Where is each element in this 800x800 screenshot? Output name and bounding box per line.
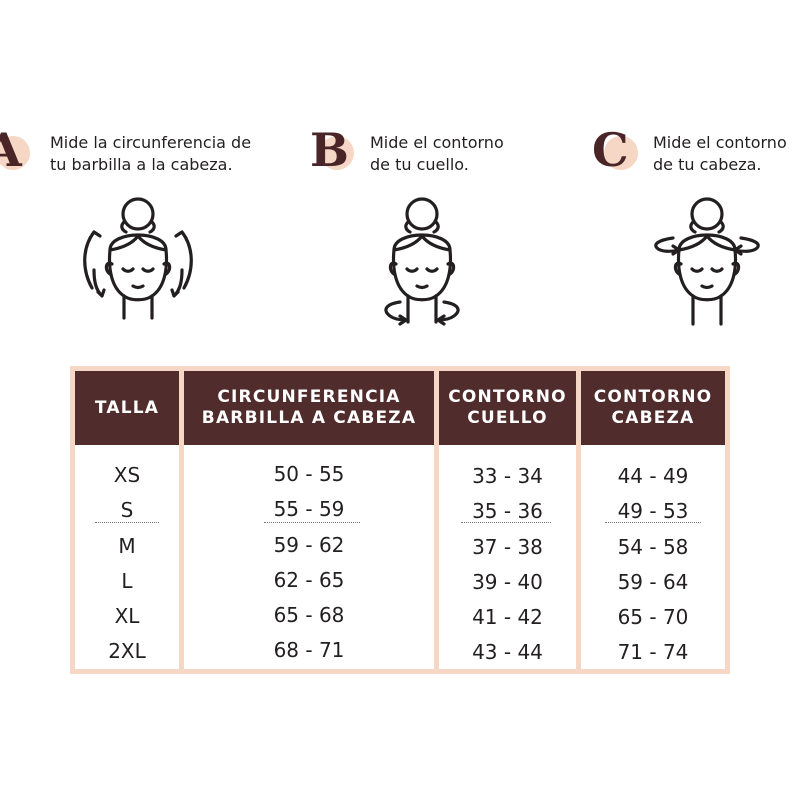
cell-neck: 35 - 36 xyxy=(472,499,543,523)
step-b: B Mide el contorno de tu cuello. xyxy=(306,123,546,188)
letter-c-circle xyxy=(604,136,638,170)
step-c-line-1: Mide el contorno xyxy=(653,133,787,152)
letter-b-circle xyxy=(320,136,354,170)
header-cabeza-line-1: CONTORNO xyxy=(593,387,713,407)
header-cuello: CONTORNO CUELLO xyxy=(439,371,576,445)
header-cabeza: CONTORNO CABEZA xyxy=(581,371,725,445)
step-a-line-2: tu barbilla a la cabeza. xyxy=(50,155,233,174)
column-cuello: CONTORNO CUELLO 33 - 34 35 - 36 37 - 38 … xyxy=(439,371,576,669)
cell-size: M xyxy=(118,534,136,558)
column-circunferencia: CIRCUNFERENCIA BARBILLA A CABEZA 50 - 55… xyxy=(184,371,434,669)
face-head-icon xyxy=(654,197,760,326)
cell-size: XL xyxy=(114,604,140,628)
cell-neck: 41 - 42 xyxy=(472,605,543,629)
face-neck-icon xyxy=(384,197,460,326)
step-a: A Mide la circunferencia de tu barbilla … xyxy=(0,123,296,188)
cell-size: L xyxy=(121,569,133,593)
cell-size: 2XL xyxy=(108,639,146,663)
step-c-letter: C xyxy=(592,123,629,177)
cell-head: 49 - 53 xyxy=(617,499,689,523)
size-table: TALLA XS S M L XL 2XL CIRCUNFERENCIA BAR… xyxy=(70,366,730,674)
step-a-text: Mide la circunferencia de tu barbilla a … xyxy=(50,132,251,176)
row-divider xyxy=(461,522,551,523)
header-cuello-line-1: CONTORNO xyxy=(448,387,567,407)
step-b-text: Mide el contorno de tu cuello. xyxy=(370,132,504,176)
letter-a-circle xyxy=(0,136,30,170)
step-c-text: Mide el contorno de tu cabeza. xyxy=(653,132,787,176)
step-a-line-1: Mide la circunferencia de xyxy=(50,133,252,152)
step-b-line-1: Mide el contorno xyxy=(370,133,504,152)
step-c: C Mide el contorno de tu cabeza. xyxy=(590,123,800,188)
cell-chin-head: 65 - 68 xyxy=(273,603,345,627)
step-a-letter: A xyxy=(0,123,22,177)
step-b-letter: B xyxy=(310,123,349,177)
header-cabeza-line-2: CABEZA xyxy=(611,408,695,428)
cell-chin-head: 59 - 62 xyxy=(273,533,345,557)
header-cuello-line-2: CUELLO xyxy=(467,408,548,428)
cell-neck: 43 - 44 xyxy=(472,640,543,664)
row-divider xyxy=(95,522,159,523)
cell-chin-head: 50 - 55 xyxy=(273,462,345,486)
cell-neck: 33 - 34 xyxy=(472,464,543,488)
cell-size: S xyxy=(120,498,134,522)
row-divider xyxy=(264,522,360,523)
column-talla: TALLA XS S M L XL 2XL xyxy=(75,371,179,669)
header-circunferencia-line-2: BARBILLA A CABEZA xyxy=(201,408,417,428)
cell-head: 71 - 74 xyxy=(617,640,689,664)
face-chin-to-head-icon xyxy=(83,197,193,320)
cell-chin-head: 68 - 71 xyxy=(273,638,345,662)
header-circunferencia: CIRCUNFERENCIA BARBILLA A CABEZA xyxy=(184,371,434,445)
step-c-line-2: de tu cabeza. xyxy=(653,155,762,174)
cell-head: 65 - 70 xyxy=(617,605,689,629)
cell-head: 59 - 64 xyxy=(617,570,689,594)
header-circunferencia-line-1: CIRCUNFERENCIA xyxy=(217,387,401,407)
cell-head: 54 - 58 xyxy=(617,535,689,559)
cell-size: XS xyxy=(113,463,141,487)
cell-head: 44 - 49 xyxy=(617,464,689,488)
header-talla: TALLA xyxy=(75,371,179,445)
cell-neck: 37 - 38 xyxy=(472,535,543,559)
cell-chin-head: 55 - 59 xyxy=(273,497,345,521)
step-b-line-2: de tu cuello. xyxy=(370,155,469,174)
row-divider xyxy=(605,522,701,523)
cell-chin-head: 62 - 65 xyxy=(273,568,345,592)
column-cabeza: CONTORNO CABEZA 44 - 49 49 - 53 54 - 58 … xyxy=(581,371,725,669)
cell-neck: 39 - 40 xyxy=(472,570,543,594)
header-talla-label: TALLA xyxy=(94,397,160,418)
